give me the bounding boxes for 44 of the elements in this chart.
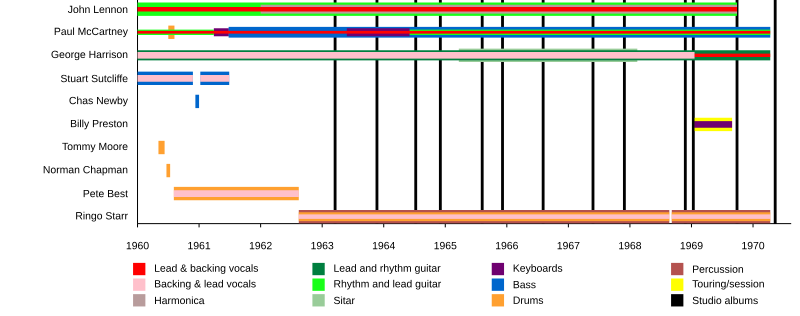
y-tick-label: Paul McCartney — [54, 27, 128, 37]
legend-label: Bass — [514, 280, 536, 288]
bar — [138, 52, 695, 58]
x-tick-label: 1968 — [619, 242, 642, 250]
y-tick-label: Tommy Moore — [62, 142, 128, 152]
y-tick-label: Ringo Starr — [76, 212, 128, 222]
bar — [158, 140, 165, 154]
legend-label: Sitar — [334, 296, 355, 304]
bar — [138, 6, 738, 12]
legend-label: Keyboards — [514, 264, 562, 274]
y-tick-label: Billy Preston — [70, 119, 128, 130]
x-tick-label: 1969 — [680, 242, 703, 250]
legend-label: Backing & lead vocals — [155, 280, 256, 290]
y-tick-label: Norman Chapman — [44, 166, 128, 176]
legend-label: Drums — [514, 296, 544, 304]
bar — [694, 53, 770, 57]
bar — [166, 164, 170, 178]
legend-label: Rhythm and lead guitar — [334, 280, 442, 290]
bar — [200, 74, 230, 82]
x-tick-label: 1962 — [250, 242, 272, 250]
x-tick-label: 1970 — [742, 242, 764, 250]
bar — [694, 120, 732, 128]
x-tick-label: 1966 — [496, 242, 518, 250]
bar — [138, 74, 193, 82]
y-tick-label: George Harrison — [51, 50, 128, 60]
legend-label: Studio albums — [692, 296, 758, 304]
bar — [174, 190, 299, 197]
y-tick-label: John Lennon — [68, 5, 128, 13]
y-tick-label: Chas Newby — [69, 96, 128, 106]
legend-label: Lead & backing vocals — [155, 264, 258, 274]
y-tick-label: Stuart Sutcliffe — [60, 74, 128, 82]
x-tick-label: 1961 — [188, 242, 210, 250]
legend-label: Percussion — [693, 265, 744, 273]
legend-label: Lead and rhythm guitar — [334, 264, 440, 274]
y-tick-label: Pete Best — [84, 190, 128, 198]
legend-label: Harmonica — [155, 296, 205, 304]
x-tick-label: 1965 — [434, 242, 456, 250]
x-tick-label: 1967 — [558, 242, 580, 250]
legend-label: Touring/session — [692, 280, 764, 290]
x-tick-label: 1964 — [372, 242, 395, 250]
x-tick-label: 1960 — [126, 242, 149, 250]
x-tick-label: 1963 — [311, 242, 334, 250]
bar — [195, 94, 200, 108]
bar — [138, 30, 770, 34]
